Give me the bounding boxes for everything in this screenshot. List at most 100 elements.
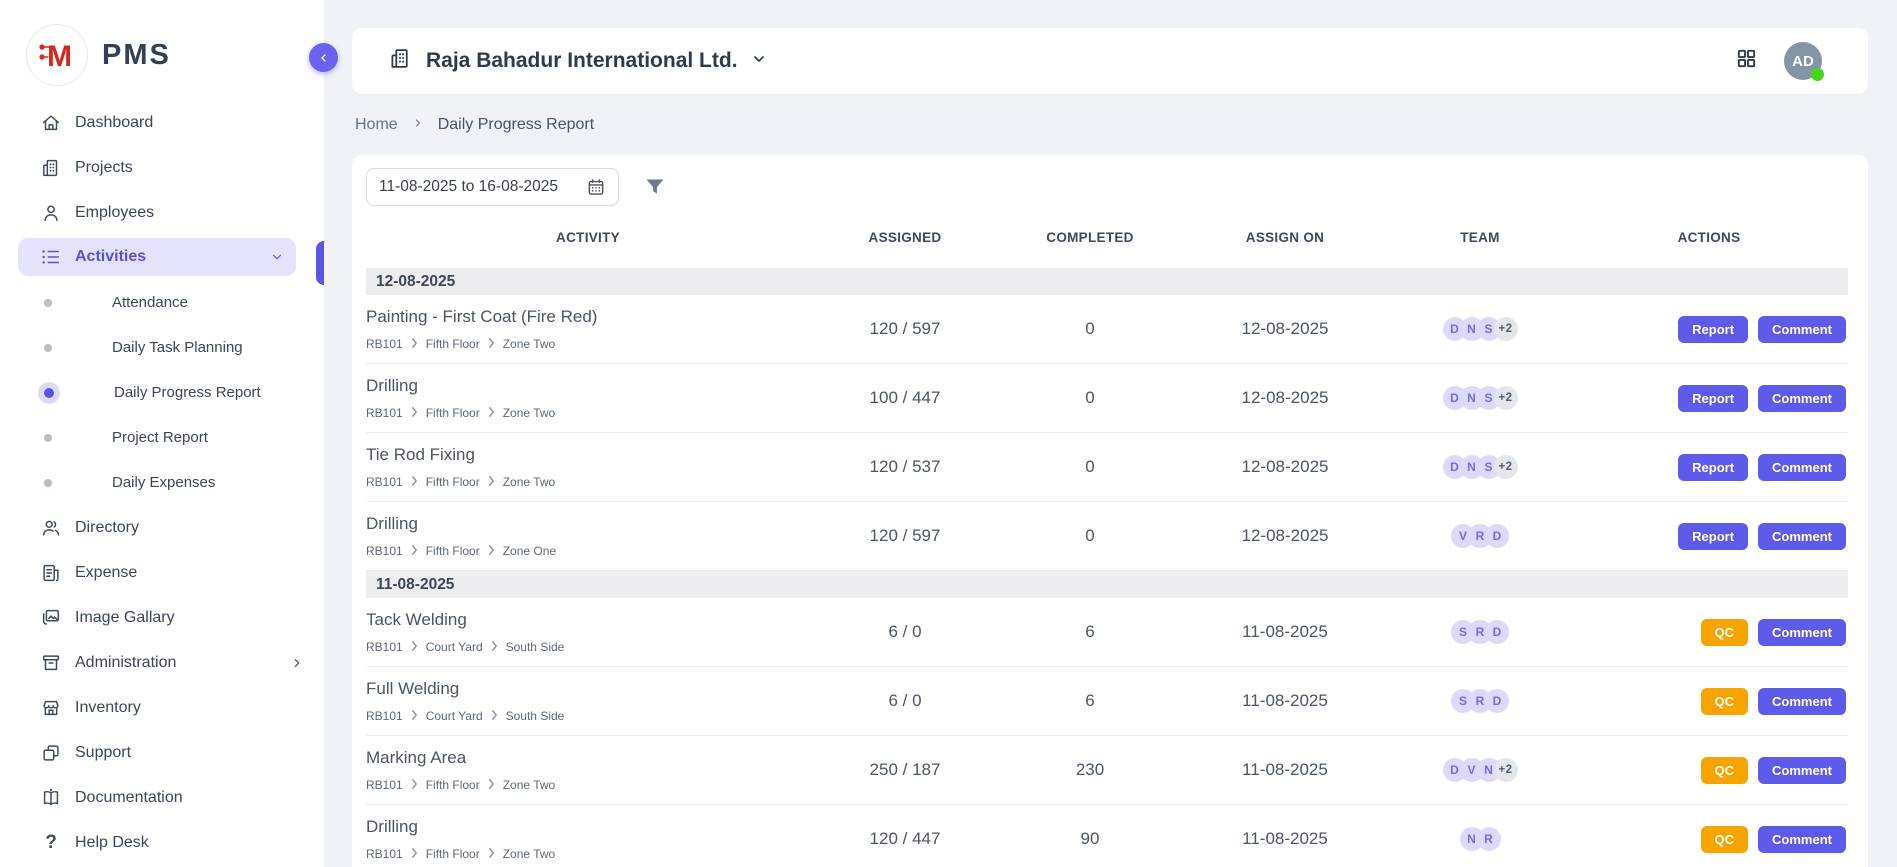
filter-row: 11-08-2025 to 16-08-2025	[366, 168, 1848, 206]
sidebar-item-support[interactable]: Support	[0, 730, 324, 775]
sidebar-subitem-attendance[interactable]: Attendance	[0, 280, 324, 325]
column-header-assigned: ASSIGNED	[810, 230, 1000, 245]
sidebar-item-label: Expense	[75, 564, 137, 582]
active-menu-accent-bar	[316, 241, 324, 285]
sidebar-item-administration[interactable]: Administration	[0, 640, 324, 685]
date-group-header: 12-08-2025	[366, 268, 1848, 295]
sidebar-subitem-daily-progress-report[interactable]: Daily Progress Report	[0, 370, 324, 415]
sidebar-item-label: Dashboard	[75, 114, 153, 132]
path-segment: Zone One	[503, 544, 556, 558]
chevron-right-icon	[411, 406, 418, 420]
completed-value: 0	[1000, 526, 1180, 546]
assign-on-date: 11-08-2025	[1180, 760, 1390, 780]
breadcrumb-home-link[interactable]: Home	[355, 116, 398, 134]
qc-button[interactable]: QC	[1701, 619, 1749, 646]
sidebar-item-projects[interactable]: Projects	[0, 145, 324, 190]
column-header-activity: ACTIVITY	[366, 230, 810, 245]
qc-button[interactable]: QC	[1701, 688, 1749, 715]
logo-mark: M	[26, 24, 88, 86]
team-overflow-badge: +2	[1494, 317, 1518, 341]
report-button[interactable]: Report	[1678, 454, 1748, 481]
path-segment: RB101	[366, 778, 403, 792]
team-overflow-badge: +2	[1494, 455, 1518, 479]
sidebar-item-dashboard[interactable]: Dashboard	[0, 100, 324, 145]
actions-cell: QC Comment	[1570, 826, 1848, 853]
company-selector[interactable]: Raja Bahadur International Ltd.	[388, 46, 767, 76]
path-segment: Fifth Floor	[426, 778, 480, 792]
comment-button[interactable]: Comment	[1758, 385, 1846, 412]
sidebar-item-documentation[interactable]: Documentation	[0, 775, 324, 820]
table-row: Tack Welding RB101 Court Yard South Side…	[366, 598, 1848, 667]
actions-cell: Report Comment	[1570, 316, 1848, 343]
comment-button[interactable]: Comment	[1758, 619, 1846, 646]
assign-on-date: 11-08-2025	[1180, 829, 1390, 849]
table-row: Drilling RB101 Fifth Floor Zone Two 100 …	[366, 364, 1848, 433]
assigned-value: 120 / 447	[810, 829, 1000, 849]
bullet-dot-icon	[44, 479, 52, 487]
sidebar-subitem-daily-task-planning[interactable]: Daily Task Planning	[0, 325, 324, 370]
assigned-value: 6 / 0	[810, 622, 1000, 642]
apps-grid-icon[interactable]	[1735, 47, 1758, 75]
team-avatars: D V N +2	[1390, 758, 1570, 782]
bullet-dot-icon	[44, 434, 52, 442]
sidebar-item-label: Projects	[75, 159, 133, 177]
sidebar-subitem-label: Daily Expenses	[112, 474, 215, 491]
path-segment: RB101	[366, 709, 403, 723]
chevron-right-icon	[488, 778, 495, 792]
user-avatar[interactable]: AD	[1784, 42, 1822, 80]
comment-button[interactable]: Comment	[1758, 454, 1846, 481]
sidebar-collapse-button[interactable]	[309, 43, 338, 72]
team-avatars: V R D	[1390, 524, 1570, 548]
actions-cell: QC Comment	[1570, 757, 1848, 784]
table-row: Drilling RB101 Fifth Floor Zone One 120 …	[366, 502, 1848, 571]
activity-cell: Tie Rod Fixing RB101 Fifth Floor Zone Tw…	[366, 445, 810, 489]
qc-button[interactable]: QC	[1701, 757, 1749, 784]
app-title: PMS	[102, 39, 171, 72]
qc-button[interactable]: QC	[1701, 826, 1749, 853]
sidebar-item-image-gallery[interactable]: Image Gallary	[0, 595, 324, 640]
sidebar-subitem-project-report[interactable]: Project Report	[0, 415, 324, 460]
path-segment: Fifth Floor	[426, 544, 480, 558]
team-avatars: S R D	[1390, 689, 1570, 713]
activity-cell: Drilling RB101 Fifth Floor Zone Two	[366, 376, 810, 420]
report-button[interactable]: Report	[1678, 316, 1748, 343]
comment-button[interactable]: Comment	[1758, 757, 1846, 784]
sidebar-subitem-label: Daily Progress Report	[114, 384, 261, 401]
sidebar-item-employees[interactable]: Employees	[0, 190, 324, 235]
report-button[interactable]: Report	[1678, 385, 1748, 412]
breadcrumb: Home Daily Progress Report	[355, 116, 594, 134]
sidebar-item-directory[interactable]: Directory	[0, 505, 324, 550]
home-icon	[40, 112, 62, 134]
app-logo: M PMS	[0, 0, 324, 100]
sidebar-item-label: Directory	[75, 519, 139, 537]
comment-button[interactable]: Comment	[1758, 688, 1846, 715]
sidebar-item-inventory[interactable]: Inventory	[0, 685, 324, 730]
person-icon	[40, 202, 62, 224]
date-range-input[interactable]: 11-08-2025 to 16-08-2025	[366, 168, 619, 206]
main-area: Raja Bahadur International Ltd. AD Home …	[324, 0, 1897, 867]
sidebar-item-activities[interactable]: Activities	[18, 238, 296, 276]
filter-funnel-icon[interactable]	[643, 175, 667, 199]
sidebar-item-expense[interactable]: Expense	[0, 550, 324, 595]
sidebar-subitem-daily-expenses[interactable]: Daily Expenses	[0, 460, 324, 505]
online-status-dot	[1811, 68, 1824, 81]
comment-button[interactable]: Comment	[1758, 316, 1846, 343]
assigned-value: 6 / 0	[810, 691, 1000, 711]
team-member-avatar: D	[1485, 524, 1509, 548]
path-segment: Zone Two	[503, 847, 555, 861]
sidebar-item-help-desk[interactable]: ? Help Desk	[0, 820, 324, 865]
path-segment: South Side	[506, 709, 565, 723]
sidebar-item-label: Activities	[75, 248, 146, 266]
assigned-value: 120 / 597	[810, 319, 1000, 339]
comment-button[interactable]: Comment	[1758, 826, 1846, 853]
comment-button[interactable]: Comment	[1758, 523, 1846, 550]
activity-path: RB101 Fifth Floor Zone Two	[366, 778, 802, 792]
actions-cell: Report Comment	[1570, 385, 1848, 412]
chevron-right-icon	[488, 544, 495, 558]
team-avatars: S R D	[1390, 620, 1570, 644]
chevron-right-icon	[411, 778, 418, 792]
chevron-left-icon	[318, 52, 330, 64]
list-icon	[40, 246, 62, 268]
report-button[interactable]: Report	[1678, 523, 1748, 550]
activity-path: RB101 Court Yard South Side	[366, 709, 802, 723]
